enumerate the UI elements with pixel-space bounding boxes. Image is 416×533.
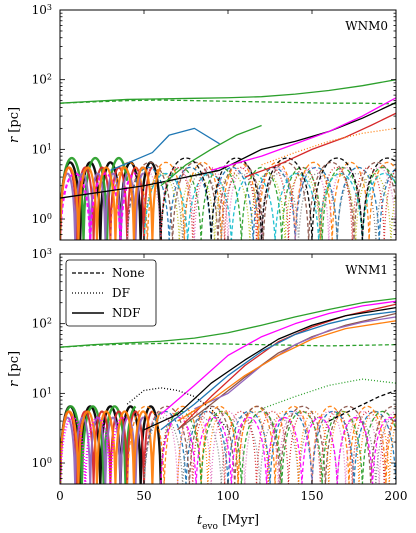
series-line [110, 127, 220, 171]
panel-label-wnm0: WNM0 [345, 19, 388, 33]
ticks-wnm0: 100 101 102 103 [32, 3, 397, 241]
y-axis-label-symbol: r [7, 380, 22, 387]
oscillation-line [143, 410, 396, 484]
x-tick-label: 200 [385, 489, 408, 503]
oscillation-line [160, 416, 396, 484]
panel-wnm1: 0 50 100 150 200 100 101 102 103 WNM1 r [pc] Non… [7, 247, 407, 533]
oscillation-line [60, 405, 162, 484]
series-group-wnm0 [60, 79, 396, 240]
series-line [143, 306, 396, 431]
series-line [160, 124, 262, 187]
series-line [60, 342, 396, 348]
y-axis-label-unit: [pc] [7, 107, 22, 133]
series-line [211, 97, 396, 171]
series-line [60, 101, 396, 199]
panel-label-wnm1: WNM1 [345, 263, 388, 277]
x-axis-label: tevo [Myr] [197, 513, 259, 532]
series-line [244, 112, 396, 178]
oscillation-line [126, 166, 396, 240]
y-tick-label: 103 [32, 3, 52, 18]
series-line [126, 387, 229, 431]
oscillation-line [160, 166, 396, 240]
series-line [177, 320, 396, 422]
series-line [60, 297, 396, 348]
panel-wnm0: 100 101 102 103 WNM0 r [pc] [7, 3, 397, 241]
series-line [261, 378, 396, 410]
x-tick-label: 150 [301, 489, 324, 503]
series-line [194, 316, 396, 410]
oscillation-line [143, 172, 396, 240]
oscillation-line [160, 166, 396, 240]
x-tick-label: 50 [136, 489, 151, 503]
x-axis-label-unit: [Myr] [222, 513, 259, 528]
y-tick-label: 102 [32, 316, 52, 331]
y-tick-label: 101 [32, 142, 52, 157]
legend-box [65, 259, 157, 327]
oscillation-line [60, 416, 129, 484]
series-line [261, 127, 396, 166]
series-group-wnm1 [60, 297, 396, 484]
oscillation-line [60, 410, 153, 484]
legend-label-ndf: NDF [112, 306, 140, 320]
y-axis-label-unit: [pc] [7, 351, 22, 377]
oscillation-line [60, 166, 162, 240]
y-axis-label-wnm1: r [pc] [7, 351, 22, 387]
y-tick-label: 103 [32, 247, 52, 262]
x-axis-label-subscript: evo [202, 522, 218, 532]
series-line [177, 312, 396, 431]
y-tick-label: 101 [32, 386, 52, 401]
ticks-wnm1: 0 50 100 150 200 100 101 102 103 [32, 247, 408, 504]
legend-label-df: DF [112, 286, 130, 300]
y-tick-label: 100 [32, 212, 52, 227]
y-tick-label: 100 [32, 456, 52, 471]
series-line [160, 310, 396, 431]
series-line [160, 300, 396, 415]
oscillation-line [176, 410, 396, 484]
x-tick-label: 100 [217, 489, 240, 503]
oscillation-line [60, 410, 162, 484]
series-line [60, 99, 396, 105]
series-line [328, 389, 396, 422]
x-axis-label-symbol: t [197, 513, 203, 528]
legend-label-none: None [112, 266, 145, 280]
oscillation-line [60, 161, 162, 240]
oscillation-line [109, 161, 396, 240]
x-tick-label: 0 [56, 489, 64, 503]
oscillation-line [60, 156, 129, 240]
y-axis-label-wnm0: r [pc] [7, 107, 22, 143]
y-tick-label: 102 [32, 72, 52, 87]
y-axis-label-symbol: r [7, 136, 22, 143]
legend: None DF NDF [65, 259, 157, 327]
oscillation-line [126, 166, 396, 240]
series-line [60, 79, 396, 104]
oscillation-line [143, 172, 396, 240]
oscillation-line [126, 161, 396, 240]
